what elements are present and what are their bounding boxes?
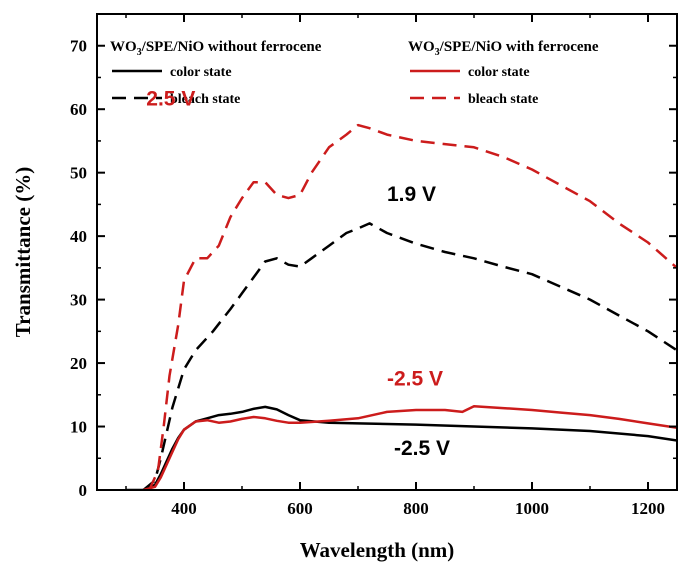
x-tick-label: 1000: [515, 499, 549, 518]
y-axis-label: Transmittance (%): [11, 167, 35, 338]
legend-entry-label: bleach state: [468, 92, 538, 107]
y-tick-label: 30: [70, 291, 87, 310]
x-tick-label: 800: [403, 499, 429, 518]
legend-group-title: WO3/SPE/NiO without ferrocene: [110, 39, 322, 58]
voltage-annotation: 1.9 V: [387, 183, 436, 206]
y-tick-label: 10: [70, 418, 87, 437]
series-line-with-ferrocene-bleach: [149, 125, 677, 490]
y-tick-label: 50: [70, 164, 87, 183]
voltage-annotation: -2.5 V: [394, 437, 450, 460]
plot-frame: [97, 14, 677, 490]
y-tick-label: 60: [70, 100, 87, 119]
voltage-annotation: -2.5 V: [387, 367, 443, 390]
x-tick-label: 600: [287, 499, 313, 518]
y-tick-label: 20: [70, 354, 87, 373]
y-tick-label: 0: [79, 481, 88, 500]
y-tick-label: 40: [70, 227, 87, 246]
x-axis-label: Wavelength (nm): [300, 538, 455, 562]
legend-group-title: WO3/SPE/NiO with ferrocene: [408, 39, 599, 58]
x-tick-label: 1200: [631, 499, 665, 518]
annotations: 2.5 V 1.9 V -2.5 V -2.5 V: [146, 87, 450, 460]
y-tick-label: 70: [70, 37, 87, 56]
voltage-annotation: 2.5 V: [146, 87, 195, 110]
plot-lines: [126, 125, 677, 490]
legend-entry-label: color state: [468, 65, 530, 80]
x-tick-label: 400: [171, 499, 197, 518]
legend-entry-label: color state: [170, 65, 232, 80]
